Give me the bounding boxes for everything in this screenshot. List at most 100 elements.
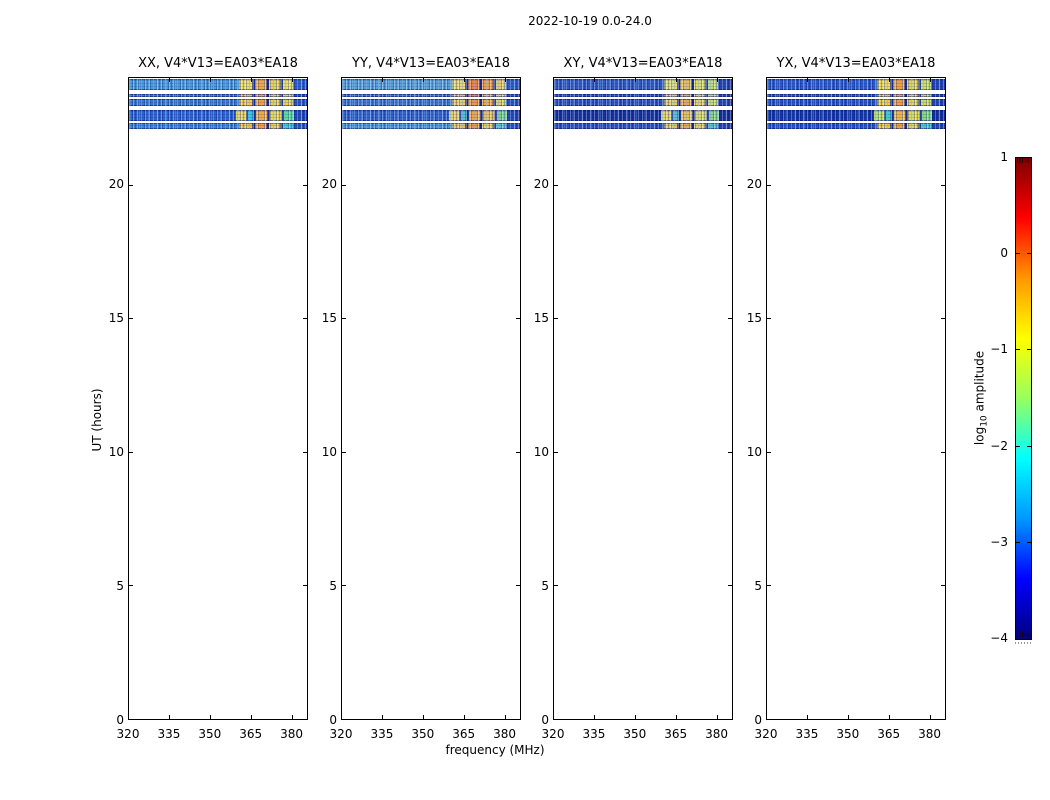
y-tick-label: 5 — [541, 579, 549, 594]
tick-mark — [168, 78, 170, 82]
colorbar-under-dots — [1015, 642, 1032, 644]
y-tick-label: 15 — [108, 311, 124, 326]
tick-mark — [422, 78, 424, 82]
y-tick-label: 5 — [754, 579, 762, 594]
spectrogram-panel — [766, 77, 946, 720]
tick-mark — [634, 78, 636, 82]
tick-mark — [634, 715, 636, 719]
x-tick-label: 350 — [623, 727, 647, 741]
colorbar-label-pre: log — [972, 426, 987, 446]
spectral-band — [342, 78, 520, 91]
tick-mark — [129, 451, 133, 453]
colorbar-tick-label: −1 — [990, 342, 1008, 357]
colorbar-tick-label: 0 — [1000, 246, 1008, 261]
colorbar-tick-label: −2 — [990, 438, 1008, 453]
spectral-band — [554, 94, 732, 99]
tick-mark — [129, 318, 133, 320]
colorbar-tick-mark — [1027, 349, 1031, 351]
x-tick-label: 320 — [541, 727, 565, 741]
x-tick-label: 350 — [198, 727, 222, 741]
tick-mark — [728, 184, 732, 186]
tick-mark — [929, 715, 931, 719]
x-tick-label: 380 — [705, 727, 729, 741]
tick-mark — [716, 78, 718, 82]
panel-title: XY, V4*V13=EA03*EA18 — [563, 56, 723, 71]
tick-mark — [593, 715, 595, 719]
tick-mark — [381, 78, 383, 82]
tick-mark — [342, 318, 346, 320]
spectral-band — [129, 110, 307, 122]
x-tick-label: 380 — [918, 727, 942, 741]
x-tick-label: 335 — [157, 727, 181, 741]
x-tick-label: 320 — [329, 727, 353, 741]
x-tick-label: 320 — [116, 727, 140, 741]
spectral-band — [767, 123, 945, 130]
tick-mark — [675, 78, 677, 82]
colorbar-label-sub: 10 — [979, 415, 990, 427]
tick-mark — [847, 78, 849, 82]
x-tick-label: 335 — [795, 727, 819, 741]
tick-mark — [342, 585, 346, 587]
tick-mark — [767, 585, 771, 587]
tick-mark — [728, 585, 732, 587]
tick-mark — [767, 451, 771, 453]
tick-mark — [554, 318, 558, 320]
spectral-band — [767, 99, 945, 107]
spectral-band — [342, 123, 520, 130]
tick-mark — [888, 78, 890, 82]
spectral-band — [767, 110, 945, 122]
y-tick-label: 10 — [108, 445, 124, 460]
tick-mark — [504, 78, 506, 82]
tick-mark — [250, 78, 252, 82]
tick-mark — [554, 451, 558, 453]
x-tick-label: 380 — [493, 727, 517, 741]
y-tick-label: 10 — [533, 445, 549, 460]
tick-mark — [303, 184, 307, 186]
tick-mark — [516, 451, 520, 453]
y-tick-label: 20 — [321, 177, 337, 192]
tick-mark — [342, 451, 346, 453]
y-tick-label: 0 — [541, 713, 549, 727]
colorbar-gradient — [1015, 157, 1032, 640]
tick-mark — [129, 585, 133, 587]
x-tick-label: 335 — [370, 727, 394, 741]
y-tick-label: 20 — [746, 177, 762, 192]
tick-mark — [675, 715, 677, 719]
tick-mark — [250, 715, 252, 719]
x-tick-label: 365 — [877, 727, 901, 741]
tick-mark — [728, 451, 732, 453]
y-tick-label: 15 — [533, 311, 549, 326]
spectrogram-panel — [553, 77, 733, 720]
x-tick-label: 365 — [239, 727, 263, 741]
tick-mark — [847, 715, 849, 719]
spectrogram-panel — [341, 77, 521, 720]
tick-mark — [291, 715, 293, 719]
tick-mark — [941, 451, 945, 453]
colorbar-tick-mark — [1016, 349, 1020, 351]
spectral-band — [129, 78, 307, 91]
tick-mark — [516, 318, 520, 320]
spectral-band — [342, 94, 520, 99]
y-tick-label: 5 — [329, 579, 337, 594]
spectral-band — [554, 78, 732, 91]
tick-mark — [422, 715, 424, 719]
tick-mark — [291, 78, 293, 82]
tick-mark — [554, 184, 558, 186]
spectral-band — [342, 99, 520, 107]
y-tick-label: 20 — [533, 177, 549, 192]
spectral-band — [129, 94, 307, 99]
tick-mark — [463, 715, 465, 719]
spectral-band — [554, 99, 732, 107]
colorbar-tick-label: −3 — [990, 534, 1008, 549]
spectral-band — [767, 94, 945, 99]
x-tick-label: 365 — [664, 727, 688, 741]
tick-mark — [941, 184, 945, 186]
y-tick-label: 0 — [116, 713, 124, 727]
tick-mark — [168, 715, 170, 719]
tick-mark — [728, 318, 732, 320]
spectral-band — [554, 110, 732, 122]
tick-mark — [516, 585, 520, 587]
tick-mark — [303, 318, 307, 320]
spectral-band — [342, 110, 520, 122]
